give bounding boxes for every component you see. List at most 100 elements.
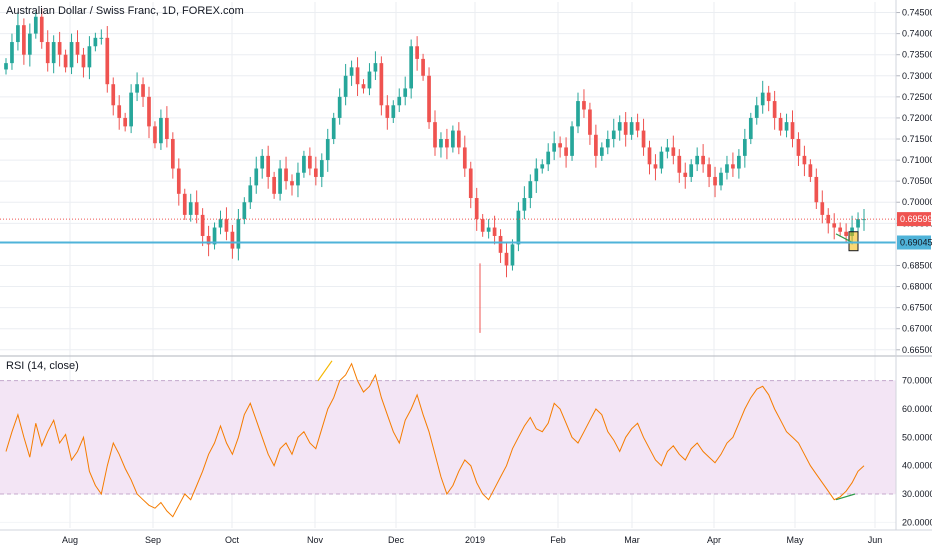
candle-body	[808, 164, 813, 177]
candle-body	[331, 117, 336, 140]
candle-body	[123, 117, 128, 127]
candle-body	[629, 122, 634, 135]
candle-body	[212, 227, 217, 245]
candle-body	[713, 176, 717, 186]
price-tick-label: 0.70000	[902, 197, 932, 207]
candle-body	[623, 122, 628, 135]
candle-body	[415, 46, 419, 59]
candle-body	[427, 75, 431, 123]
candle-body	[552, 143, 557, 152]
candle-body	[445, 139, 449, 148]
candle-body	[278, 168, 282, 194]
candle-body	[337, 96, 342, 118]
candle-body	[236, 219, 241, 249]
candle-body	[480, 219, 485, 232]
candle-body	[570, 126, 574, 156]
rsi-chart-title: RSI (14, close)	[6, 360, 79, 372]
x-tick-label: Jun	[868, 535, 883, 545]
candle-body	[111, 84, 116, 106]
candle-body	[474, 198, 479, 220]
candle-body	[498, 235, 503, 253]
candle-body	[69, 42, 74, 68]
rsi-tick-label: 70.0000	[902, 376, 932, 386]
candle-body	[129, 92, 133, 127]
x-tick-label: Aug	[62, 535, 78, 545]
candle-body	[439, 139, 443, 148]
candle-body	[856, 219, 860, 228]
candle-body	[689, 164, 694, 177]
candle-body	[39, 16, 44, 43]
candle-body	[4, 63, 8, 70]
candle-body	[653, 164, 658, 169]
candle-body	[558, 143, 562, 148]
candle-body	[820, 202, 825, 215]
candle-body	[546, 151, 551, 165]
candle-body	[731, 164, 735, 169]
candle-body	[564, 147, 568, 156]
candle-body	[99, 37, 104, 39]
candle-body	[242, 202, 247, 220]
candle-body	[433, 122, 437, 148]
candle-body	[403, 88, 408, 97]
candle-body	[147, 96, 151, 127]
candle-body	[796, 139, 801, 156]
candle-body	[385, 105, 390, 118]
price-tick-label: 0.71500	[902, 134, 932, 144]
candle-body	[617, 122, 622, 131]
rsi-tick-label: 50.0000	[902, 432, 932, 442]
candle-body	[361, 84, 366, 89]
candle-body	[165, 117, 169, 140]
x-tick-label: 2019	[465, 535, 485, 545]
last-price-label: 0.69599	[900, 214, 932, 224]
candle-body	[742, 139, 747, 156]
candle-body	[308, 155, 312, 169]
candle-body	[748, 117, 753, 140]
candle-body	[117, 105, 122, 118]
candle-body	[588, 109, 592, 135]
price-tick-label: 0.66500	[902, 345, 932, 355]
candle-body	[373, 63, 378, 72]
candle-body	[409, 46, 414, 89]
candle-body	[599, 147, 604, 156]
candle-body	[266, 155, 271, 177]
candle-body	[754, 105, 759, 118]
candle-body	[683, 172, 688, 177]
price-tick-label: 0.73000	[902, 71, 932, 81]
candle-body	[725, 164, 729, 173]
candle-body	[224, 219, 229, 232]
rsi-tick-label: 30.0000	[902, 489, 932, 499]
price-tick-label: 0.67500	[902, 303, 932, 313]
candle-body	[492, 227, 497, 236]
candle-body	[540, 164, 545, 169]
candle-body	[16, 25, 20, 43]
price-tick-label: 0.67000	[902, 324, 932, 334]
candle-body	[832, 223, 837, 228]
rsi-band	[0, 380, 896, 494]
candle-body	[510, 244, 515, 266]
x-tick-label: Apr	[707, 535, 721, 545]
price-tick-label: 0.73500	[902, 50, 932, 60]
candle-body	[594, 134, 598, 156]
candle-body	[349, 67, 354, 76]
price-tick-label: 0.72500	[902, 92, 932, 102]
rsi-line	[5, 362, 865, 518]
rsi-tick-label: 40.0000	[902, 461, 932, 471]
price-tick-label: 0.74500	[902, 8, 932, 18]
candle-body	[391, 105, 396, 118]
candle-body	[170, 139, 175, 169]
candle-body	[105, 37, 110, 85]
candle-body	[671, 147, 676, 156]
candle-body	[313, 168, 318, 177]
candle-body	[421, 58, 425, 76]
candle-body	[75, 42, 80, 55]
candle-body	[814, 176, 819, 203]
last-price-label-bg	[897, 212, 931, 227]
candle-body	[397, 96, 402, 106]
candle-body	[522, 198, 527, 211]
x-tick-label: Mar	[624, 535, 640, 545]
candle-body	[159, 117, 163, 144]
candle-body	[701, 155, 705, 165]
candle-body	[778, 117, 783, 131]
